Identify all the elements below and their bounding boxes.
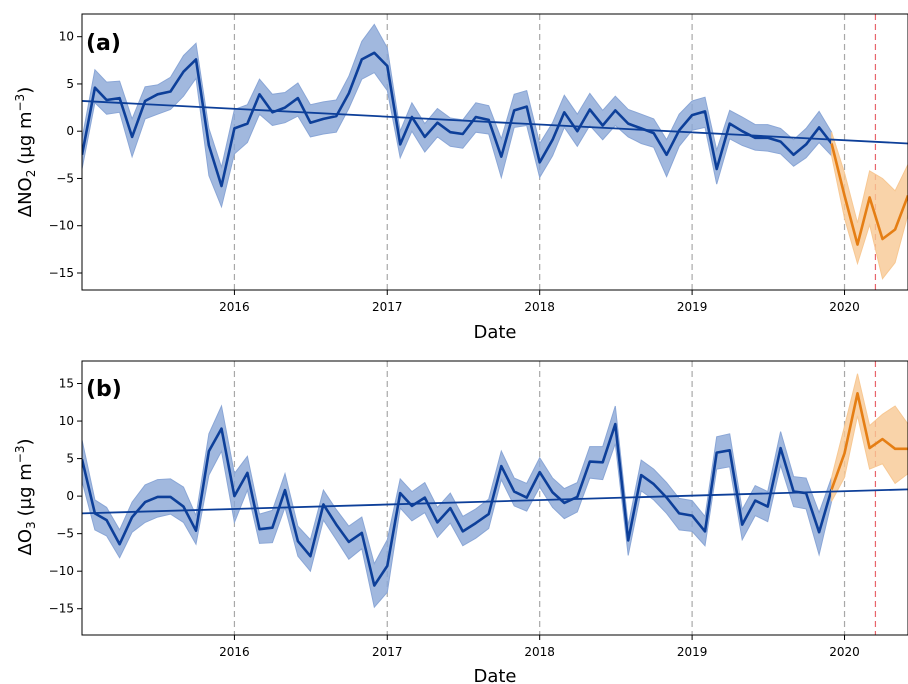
- panel-b-ytick-label: 5: [66, 452, 74, 466]
- panel-a-xtick-label: 2018: [524, 300, 555, 314]
- panel-b-lockdown-line: [830, 391, 908, 490]
- panel-b-frame: [81, 360, 908, 636]
- panel-b-ytick-label: −5: [56, 527, 74, 541]
- panel-b-baseline-line: [82, 422, 833, 587]
- panel-b-xlabel: Date: [473, 666, 516, 684]
- panel-a-ylabel-sub: 2: [24, 170, 38, 178]
- panel-b-ytick-label: −10: [49, 564, 74, 578]
- panel-a-label: (a): [86, 31, 121, 56]
- panel-a-ylabel-unit: (μg m: [15, 111, 36, 164]
- panel-b-xtick-label: 2018: [524, 645, 555, 659]
- panel-a-xtick-label: 2020: [829, 300, 860, 314]
- panel-b-ylabel-sub: 3: [24, 521, 38, 529]
- panel-a-lockdown-band: [831, 132, 908, 280]
- panel-a-ytick-label: −5: [56, 171, 74, 185]
- panel-a-ylabel: ΔNO2 (μg m−3): [13, 87, 38, 217]
- panel-b-ylabel-sup: −3: [13, 446, 27, 464]
- panel-b-ylabel-prefix: ΔO: [15, 529, 36, 555]
- panel-a-ytick-label: 10: [59, 30, 74, 44]
- panel-a-plot-area: [82, 14, 908, 290]
- panel-b-ytick-label: 10: [59, 414, 74, 428]
- panel-b-ylabel-close: ): [15, 438, 36, 445]
- panel-b-plot-area: [82, 361, 908, 635]
- panel-b-ytick-label: −15: [49, 602, 74, 616]
- panel-a-ytick-label: 5: [66, 77, 74, 91]
- panel-a-frame: [81, 13, 908, 291]
- panel-b-xtick-label: 2020: [829, 645, 860, 659]
- panel-a-ylabel-close: ): [15, 87, 36, 94]
- panel-a: (a) Date ΔNO2 (μg m−3) −15 −10 −5 0 5 10 2016 20…: [13, 13, 908, 343]
- panel-b-ylabel: ΔO3 (μg m−3): [13, 438, 38, 555]
- panel-a-baseline-band: [82, 23, 833, 209]
- panel-a-trend-line: [82, 100, 908, 145]
- panel-a-xtick-label: 2019: [677, 300, 708, 314]
- panel-a-xtick-label: 2017: [372, 300, 403, 314]
- panel-a-ylabel-prefix: ΔNO: [15, 177, 36, 217]
- panel-a-xtick-label: 2016: [219, 300, 250, 314]
- panel-a-ylabel-sup: −3: [13, 94, 27, 112]
- panel-a-xlabel: Date: [473, 322, 516, 343]
- panel-a-ytick-label: −15: [49, 266, 74, 280]
- panel-a-ytick-label: 0: [66, 124, 74, 138]
- panel-b-label: (b): [86, 377, 122, 402]
- panel-b-xtick-label: 2019: [677, 645, 708, 659]
- panel-b-ytick-label: 15: [59, 377, 74, 391]
- panel-b-baseline-band: [82, 404, 833, 609]
- panel-a-baseline-line: [82, 51, 833, 188]
- panel-b-trend-line: [82, 488, 908, 515]
- panel-b-lockdown-band: [831, 373, 908, 502]
- panel-a-ytick-label: −10: [49, 219, 74, 233]
- panel-a-lockdown-line: [830, 143, 908, 246]
- panel-b-xtick-label: 2016: [219, 645, 250, 659]
- panel-b: (b) Date ΔO3 (μg m−3) −15 −10 −5 0 5 10 15 2016 2…: [13, 360, 908, 684]
- panel-b-xtick-label: 2017: [372, 645, 403, 659]
- panel-b-ylabel-unit: (μg m: [15, 463, 36, 516]
- panel-b-ytick-label: 0: [66, 489, 74, 503]
